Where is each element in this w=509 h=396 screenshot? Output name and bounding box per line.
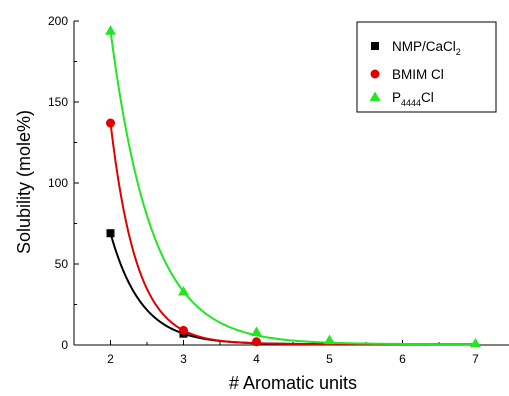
y-tick-label: 150 xyxy=(48,95,68,109)
data-point xyxy=(105,25,116,35)
x-tick-label: 7 xyxy=(472,352,479,366)
data-point xyxy=(106,118,115,128)
x-tick-label: 5 xyxy=(326,352,333,366)
y-tick-label: 0 xyxy=(61,338,68,352)
y-tick-label: 50 xyxy=(55,257,69,271)
y-tick-label: 100 xyxy=(48,176,68,190)
legend-marker xyxy=(370,69,380,79)
data-point xyxy=(251,326,262,337)
data-point xyxy=(252,337,261,347)
data-point xyxy=(179,325,188,335)
data-point xyxy=(178,286,189,296)
y-axis-title: Solubility (mole%) xyxy=(14,110,34,254)
fit-curve xyxy=(109,232,476,346)
y-tick-label: 200 xyxy=(48,14,68,28)
fit-curve xyxy=(109,30,476,346)
fit-curve xyxy=(109,122,476,346)
data-point xyxy=(470,337,481,348)
fit-curves xyxy=(109,30,476,346)
x-tick-label: 3 xyxy=(180,352,187,366)
x-tick-label: 6 xyxy=(399,352,406,366)
legend-marker xyxy=(369,91,381,101)
legend-label: BMIM Cl xyxy=(392,67,444,82)
legend-box xyxy=(356,21,497,113)
legend-label: P4444Cl xyxy=(392,90,434,108)
data-point xyxy=(106,229,115,238)
data-markers xyxy=(105,25,481,348)
data-point xyxy=(324,334,335,345)
x-tick-label: 2 xyxy=(107,352,114,366)
legend-label: NMP/CaCl2 xyxy=(392,39,461,57)
legend: NMP/CaCl2 BMIM Cl P4444Cl xyxy=(356,21,497,113)
legend-marker xyxy=(371,42,379,50)
x-axis-title: # Aromatic units xyxy=(229,373,357,393)
x-tick-label: 4 xyxy=(253,352,260,366)
